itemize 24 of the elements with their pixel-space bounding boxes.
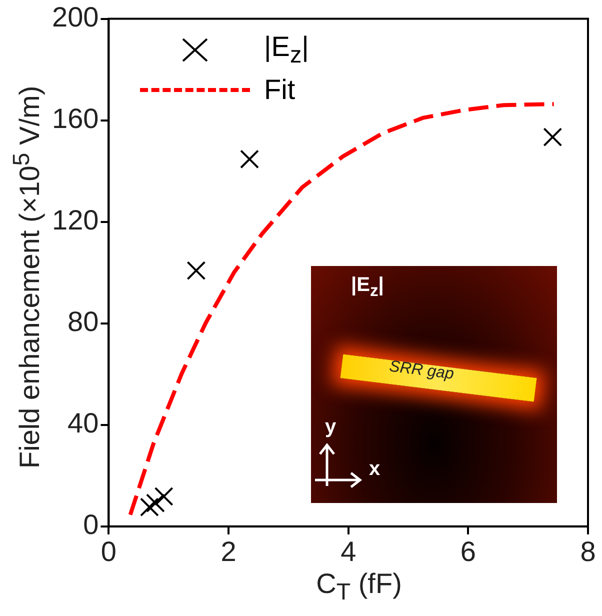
y-tick-label: 40 (68, 408, 99, 439)
point (140, 498, 159, 517)
line-series (128, 102, 556, 517)
annotation: y (325, 416, 336, 439)
legend-label: Fit (264, 74, 296, 106)
point (186, 261, 206, 280)
x-tick-label: 6 (460, 536, 476, 567)
x-tick-label: 4 (340, 536, 356, 567)
y-tick-label: 200 (52, 2, 99, 33)
annotation: SRR gap (388, 358, 455, 384)
x-axis-title: C$_{T}$ (fF) (315, 568, 403, 606)
legend-label: |E$_{z}$| (264, 31, 309, 69)
point (154, 486, 174, 506)
y-tick-label: 0 (83, 509, 99, 540)
annotation: x (369, 458, 380, 481)
x-tick-label: 2 (220, 536, 236, 567)
y-tick-label: 160 (52, 103, 99, 134)
y-tick-label: 120 (52, 204, 99, 236)
x-tick-label: 8 (580, 536, 596, 567)
point (543, 128, 562, 147)
point (240, 150, 259, 169)
y-tick-label: 80 (68, 306, 99, 338)
annotation: |E$_{z}$| (351, 274, 384, 301)
point (146, 494, 165, 513)
